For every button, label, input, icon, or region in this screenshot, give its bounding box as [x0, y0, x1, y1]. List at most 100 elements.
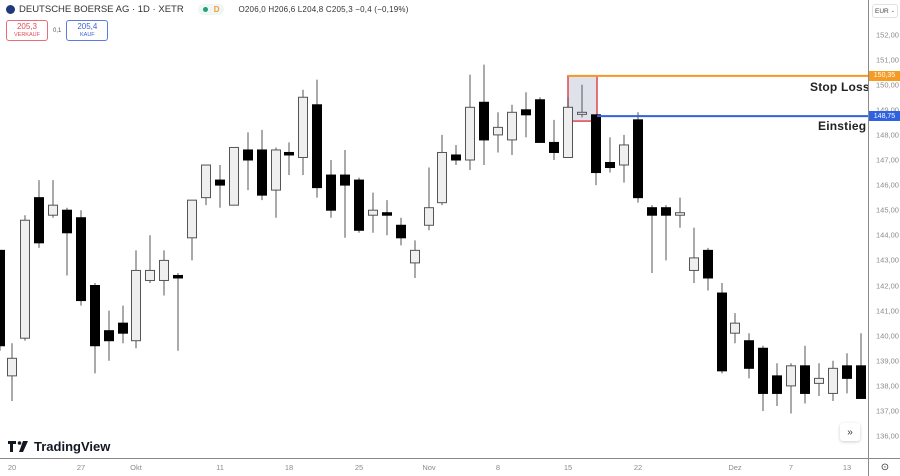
- candle: [48, 180, 58, 218]
- candle: [675, 197, 685, 228]
- price-tick: 143,00: [876, 255, 899, 265]
- candle: [786, 363, 796, 414]
- currency-selector[interactable]: EUR ⌄: [872, 4, 898, 18]
- delayed-data-badge: D: [213, 5, 220, 14]
- candle: [661, 205, 671, 261]
- candle: [312, 79, 322, 198]
- time-tick: Dez: [728, 463, 742, 472]
- candle: [298, 89, 308, 176]
- candle: [187, 199, 197, 261]
- axis-settings-button[interactable]: ⊙: [868, 458, 900, 476]
- candle: [145, 235, 155, 283]
- candle: [717, 282, 727, 374]
- sell-price: 205,3: [16, 21, 38, 31]
- price-axis[interactable]: 136,00 137,00 138,00 139,00 140,00 141,00 142,…: [868, 0, 900, 458]
- time-tick: 18: [284, 463, 294, 472]
- tradingview-name: TradingView: [34, 439, 111, 454]
- candle: [382, 200, 392, 236]
- candle: [118, 305, 128, 344]
- time-tick: 25: [354, 463, 364, 472]
- candle: [744, 333, 754, 379]
- candle: [201, 164, 211, 206]
- candle: [493, 112, 503, 153]
- time-tick: 15: [563, 463, 573, 472]
- time-axis[interactable]: 20 27 Okt 11 18 25 Nov 8 15 22 Dez 7 13: [0, 458, 868, 476]
- price-tick: 149,00: [876, 105, 899, 115]
- price-tick: 148,00: [876, 130, 899, 140]
- candle: [591, 114, 601, 186]
- candle: [856, 333, 866, 399]
- price-tick: 144,00: [876, 230, 899, 240]
- candle: [76, 210, 86, 306]
- scroll-to-realtime-button[interactable]: »: [840, 423, 860, 441]
- candle: [243, 132, 253, 191]
- candle: [703, 247, 713, 291]
- chart-plot-area[interactable]: [0, 0, 868, 458]
- candle: [647, 205, 657, 273]
- candle: [549, 119, 559, 160]
- time-tick: Nov: [422, 463, 436, 472]
- price-tick: 145,00: [876, 205, 899, 215]
- candle: [842, 353, 852, 394]
- symbol-logo-icon: [6, 5, 15, 14]
- candle: [215, 165, 225, 208]
- candle: [465, 74, 475, 171]
- candle: [354, 177, 364, 233]
- price-tick: 151,00: [876, 55, 899, 65]
- buy-button[interactable]: 205,4 KAUF: [66, 20, 109, 41]
- candle: [451, 144, 461, 166]
- candle: [633, 112, 643, 203]
- candle: [424, 167, 434, 231]
- candle: [479, 64, 489, 166]
- price-tick: 146,00: [876, 180, 899, 190]
- time-tick: Okt: [130, 463, 142, 472]
- stop-loss-annotation[interactable]: Stop Loss: [810, 80, 870, 94]
- candle: [173, 272, 183, 351]
- candle: [229, 146, 239, 206]
- symbol-title[interactable]: DEUTSCHE BOERSE AG · 1D · XETR: [19, 4, 184, 15]
- price-tick: 139,00: [876, 356, 899, 366]
- tradingview-icon: [8, 441, 28, 452]
- candle: [34, 180, 44, 248]
- candle: [131, 250, 141, 349]
- price-tick: 152,00: [876, 30, 899, 39]
- candle: [159, 250, 169, 296]
- candle: [396, 217, 406, 246]
- buy-price: 205,4: [77, 21, 98, 31]
- candlestick-chart[interactable]: [0, 0, 868, 458]
- tradingview-logo[interactable]: TradingView: [8, 439, 110, 454]
- market-open-dot-icon: [202, 7, 208, 12]
- candle: [20, 215, 30, 341]
- market-status[interactable]: D: [197, 4, 225, 15]
- candle: [730, 313, 740, 344]
- sell-button[interactable]: 205,3 VERKAUF: [6, 20, 48, 41]
- stop-loss-price-label: 150,35: [869, 70, 900, 81]
- candle: [800, 345, 810, 404]
- buy-label: KAUF: [80, 31, 95, 38]
- price-tick: 137,00: [876, 406, 899, 416]
- spread-value: 0,1: [53, 27, 62, 34]
- candle: [62, 207, 72, 276]
- ohlc-values: O206,0 H206,6 L204,8 C205,3 −0,4 (−0,19%…: [238, 5, 409, 14]
- time-tick: 7: [788, 463, 794, 472]
- candle: [814, 363, 824, 396]
- candle: [0, 249, 5, 351]
- candle: [368, 192, 378, 233]
- entry-annotation[interactable]: Einstieg: [818, 119, 867, 133]
- candle: [758, 345, 768, 411]
- price-tick: 142,00: [876, 281, 899, 290]
- time-tick: 13: [842, 463, 852, 472]
- settings-icon: ⊙: [880, 462, 890, 473]
- candle: [271, 147, 281, 218]
- currency-label: EUR: [875, 7, 889, 15]
- candle: [340, 149, 350, 238]
- price-tick: 140,00: [876, 331, 899, 341]
- candle: [563, 97, 573, 158]
- candle: [521, 92, 531, 138]
- candle: [689, 227, 699, 283]
- trade-panel: 205,3 VERKAUF 0,1 205,4 KAUF: [6, 20, 109, 41]
- sell-label: VERKAUF: [14, 31, 40, 38]
- candle: [535, 97, 545, 143]
- candle: [410, 240, 420, 278]
- time-tick: 22: [633, 463, 643, 472]
